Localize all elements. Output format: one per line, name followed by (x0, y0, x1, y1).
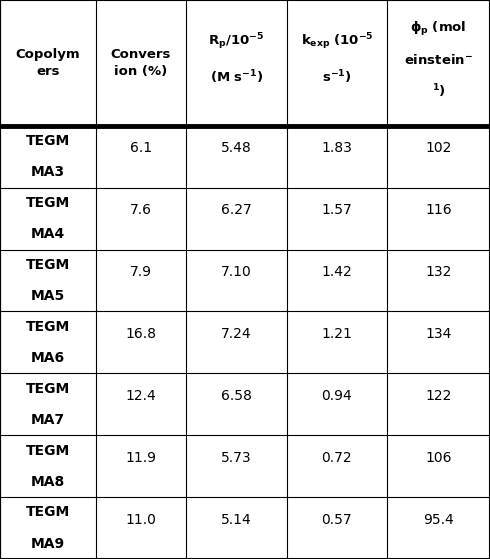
Text: 122: 122 (425, 389, 452, 403)
Text: TEGM: TEGM (25, 505, 70, 519)
Text: 6.58: 6.58 (221, 389, 252, 403)
Text: $\bf{R_p/10^{-5}}$: $\bf{R_p/10^{-5}}$ (208, 31, 265, 52)
Text: $\bf{^1)}$: $\bf{^1)}$ (432, 82, 445, 100)
Text: MA4: MA4 (31, 228, 65, 241)
Text: MA8: MA8 (31, 475, 65, 489)
Text: $\bf{\phi_p\ (mol}$: $\bf{\phi_p\ (mol}$ (410, 20, 467, 39)
Text: TEGM: TEGM (25, 382, 70, 396)
Text: 7.9: 7.9 (130, 265, 152, 279)
Text: 1.57: 1.57 (321, 203, 352, 217)
Text: MA5: MA5 (31, 289, 65, 303)
Text: TEGM: TEGM (25, 196, 70, 210)
Text: $\bf{(M\ s^{-1})}$: $\bf{(M\ s^{-1})}$ (210, 68, 263, 86)
Text: Copolym
ers: Copolym ers (16, 48, 80, 78)
Text: Convers
ion (%): Convers ion (%) (111, 48, 171, 78)
Text: 1.21: 1.21 (321, 327, 352, 341)
Text: 6.1: 6.1 (130, 141, 152, 155)
Text: 16.8: 16.8 (125, 327, 156, 341)
Text: 132: 132 (425, 265, 452, 279)
Text: 1.83: 1.83 (321, 141, 352, 155)
Text: 1.42: 1.42 (321, 265, 352, 279)
Text: MA9: MA9 (31, 537, 65, 551)
Text: TEGM: TEGM (25, 443, 70, 457)
Text: TEGM: TEGM (25, 258, 70, 272)
Text: MA7: MA7 (31, 413, 65, 427)
Text: 5.14: 5.14 (221, 513, 252, 527)
Text: MA3: MA3 (31, 165, 65, 179)
Text: 7.6: 7.6 (130, 203, 152, 217)
Text: TEGM: TEGM (25, 320, 70, 334)
Text: 116: 116 (425, 203, 452, 217)
Text: TEGM: TEGM (25, 134, 70, 148)
Text: 11.0: 11.0 (125, 513, 156, 527)
Text: $\bf{k_{exp}\ (10^{-5}}$: $\bf{k_{exp}\ (10^{-5}}$ (300, 31, 373, 52)
Text: 7.24: 7.24 (221, 327, 252, 341)
Text: 0.94: 0.94 (321, 389, 352, 403)
Text: 0.72: 0.72 (321, 451, 352, 465)
Text: 12.4: 12.4 (125, 389, 156, 403)
Text: 95.4: 95.4 (423, 513, 454, 527)
Text: $\bf{einstein^{-}}$: $\bf{einstein^{-}}$ (404, 53, 473, 67)
Text: 6.27: 6.27 (221, 203, 252, 217)
Text: MA6: MA6 (31, 351, 65, 365)
Text: $\bf{s^{-1})}$: $\bf{s^{-1})}$ (322, 68, 352, 86)
Text: 102: 102 (425, 141, 452, 155)
Text: 0.57: 0.57 (321, 513, 352, 527)
Text: 11.9: 11.9 (125, 451, 156, 465)
Text: 5.48: 5.48 (221, 141, 252, 155)
Text: 106: 106 (425, 451, 452, 465)
Text: 5.73: 5.73 (221, 451, 252, 465)
Text: 7.10: 7.10 (221, 265, 252, 279)
Text: 134: 134 (425, 327, 452, 341)
